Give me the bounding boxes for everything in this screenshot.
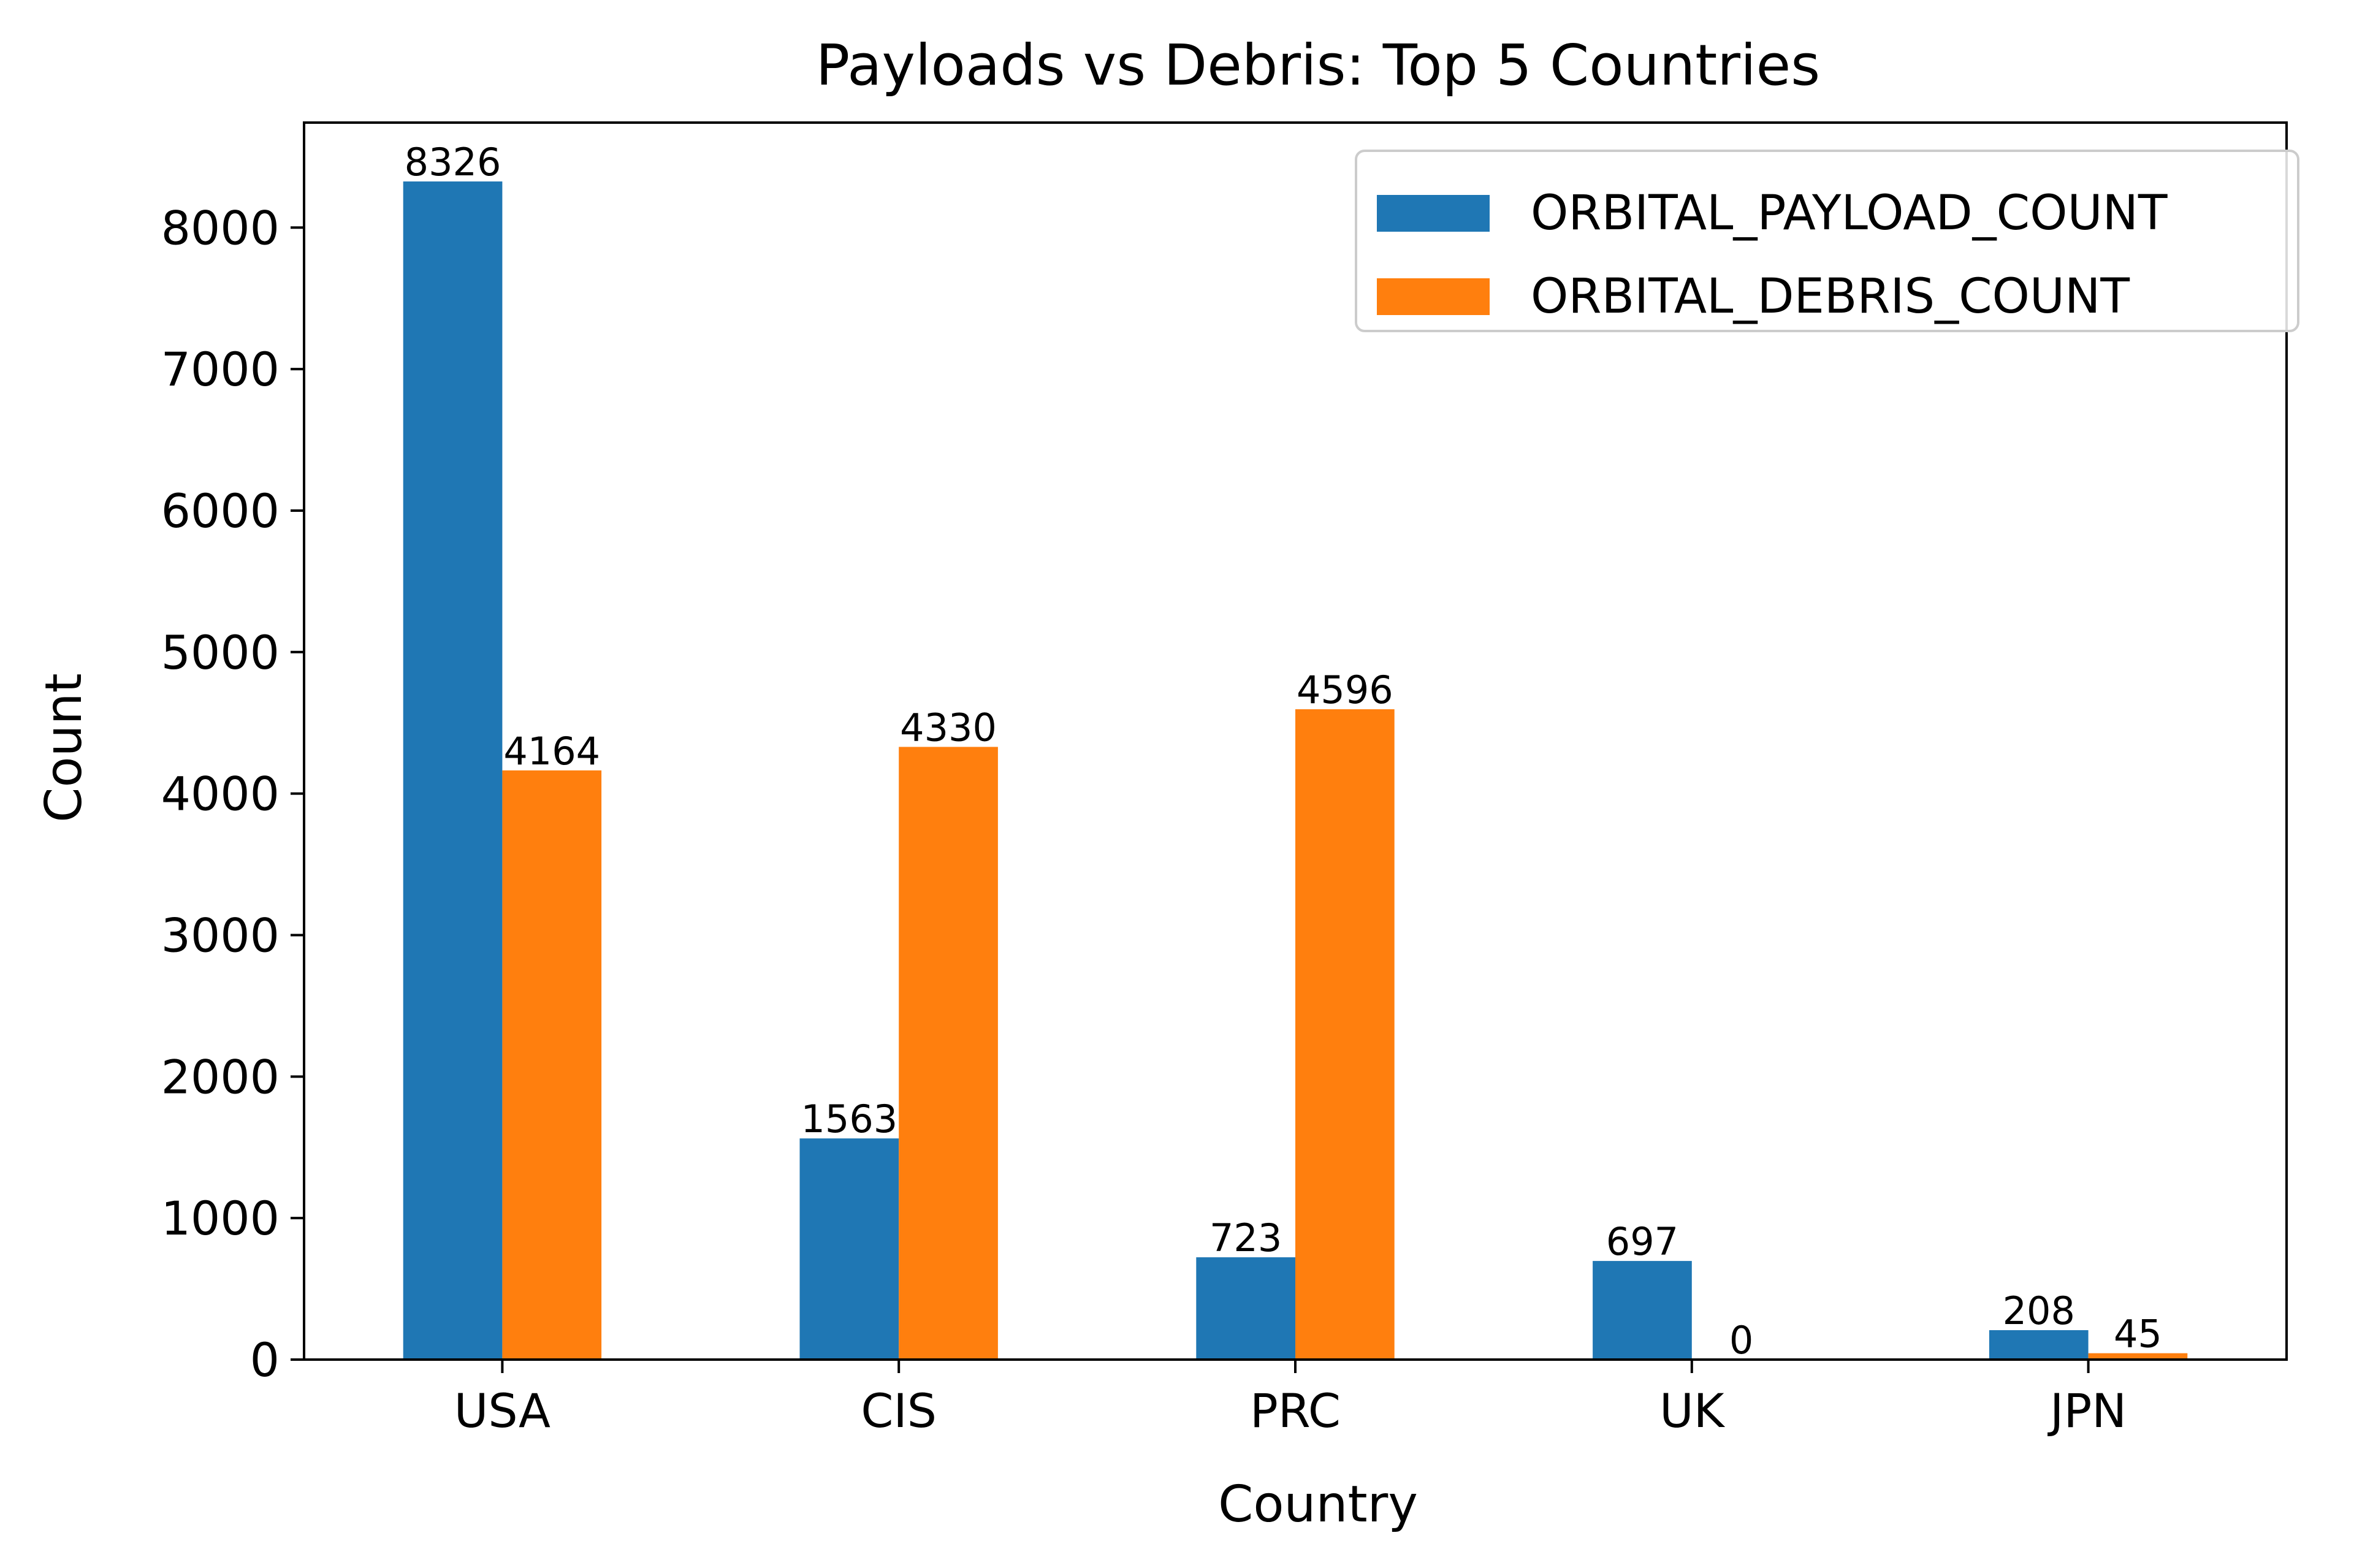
y-axis-label: Count	[35, 673, 93, 823]
y-tick-label: 0	[250, 1333, 280, 1387]
data-label-jpn-series-1: 208	[2003, 1288, 2075, 1333]
data-label-usa-series-2: 4164	[503, 729, 600, 774]
legend-label-series-1: ORBITAL_PAYLOAD_COUNT	[1531, 186, 2168, 241]
x-tick-label-jpn: JPN	[2047, 1383, 2127, 1438]
chart-title: Payloads vs Debris: Top 5 Countries	[816, 32, 1820, 98]
data-label-usa-series-1: 8326	[405, 140, 501, 185]
data-label-cis-series-2: 4330	[900, 705, 997, 750]
x-tick-label-uk: UK	[1659, 1383, 1726, 1438]
y-tick-label: 1000	[161, 1191, 280, 1246]
bar-prc-series-2	[1295, 709, 1395, 1360]
x-tick-label-cis: CIS	[861, 1383, 937, 1438]
bar-cis-series-2	[899, 747, 998, 1360]
y-tick-label: 2000	[161, 1049, 280, 1104]
x-axis-label: Country	[1218, 1475, 1418, 1534]
legend-swatch-series-1	[1377, 195, 1490, 232]
y-tick-label: 6000	[161, 484, 280, 538]
bar-jpn-series-2	[2088, 1353, 2188, 1360]
legend: ORBITAL_PAYLOAD_COUNT ORBITAL_DEBRIS_COUN…	[1355, 150, 2299, 332]
bar-cis-series-1	[799, 1138, 899, 1360]
y-tick-label: 8000	[161, 200, 280, 255]
data-label-uk-series-2: 0	[1729, 1318, 1753, 1363]
y-tick-label: 3000	[161, 908, 280, 962]
bar-usa-series-2	[502, 770, 602, 1360]
x-tick-label-usa: USA	[454, 1383, 550, 1438]
data-label-cis-series-1: 1563	[801, 1097, 897, 1141]
bar-prc-series-1	[1196, 1257, 1295, 1360]
plot-area: 8326 1563 723 697 208 4164 4330 4596 0 45 0 1000 200…	[161, 121, 2288, 1438]
legend-swatch-series-2	[1377, 278, 1490, 315]
legend-label-series-2: ORBITAL_DEBRIS_COUNT	[1531, 269, 2130, 324]
bar-usa-series-1	[403, 181, 503, 1360]
y-tick-label: 5000	[161, 625, 280, 680]
x-tick-label-prc: PRC	[1250, 1383, 1341, 1438]
data-label-prc-series-1: 723	[1209, 1216, 1282, 1260]
y-tick-label: 4000	[161, 767, 280, 821]
data-label-jpn-series-2: 45	[2114, 1312, 2162, 1357]
bar-jpn-series-1	[1989, 1330, 2089, 1360]
y-tick-label: 7000	[161, 342, 280, 397]
data-label-prc-series-2: 4596	[1297, 668, 1393, 712]
bar-uk-series-1	[1593, 1261, 1692, 1360]
data-label-uk-series-1: 697	[1606, 1219, 1678, 1264]
legend-box	[1355, 150, 2299, 332]
